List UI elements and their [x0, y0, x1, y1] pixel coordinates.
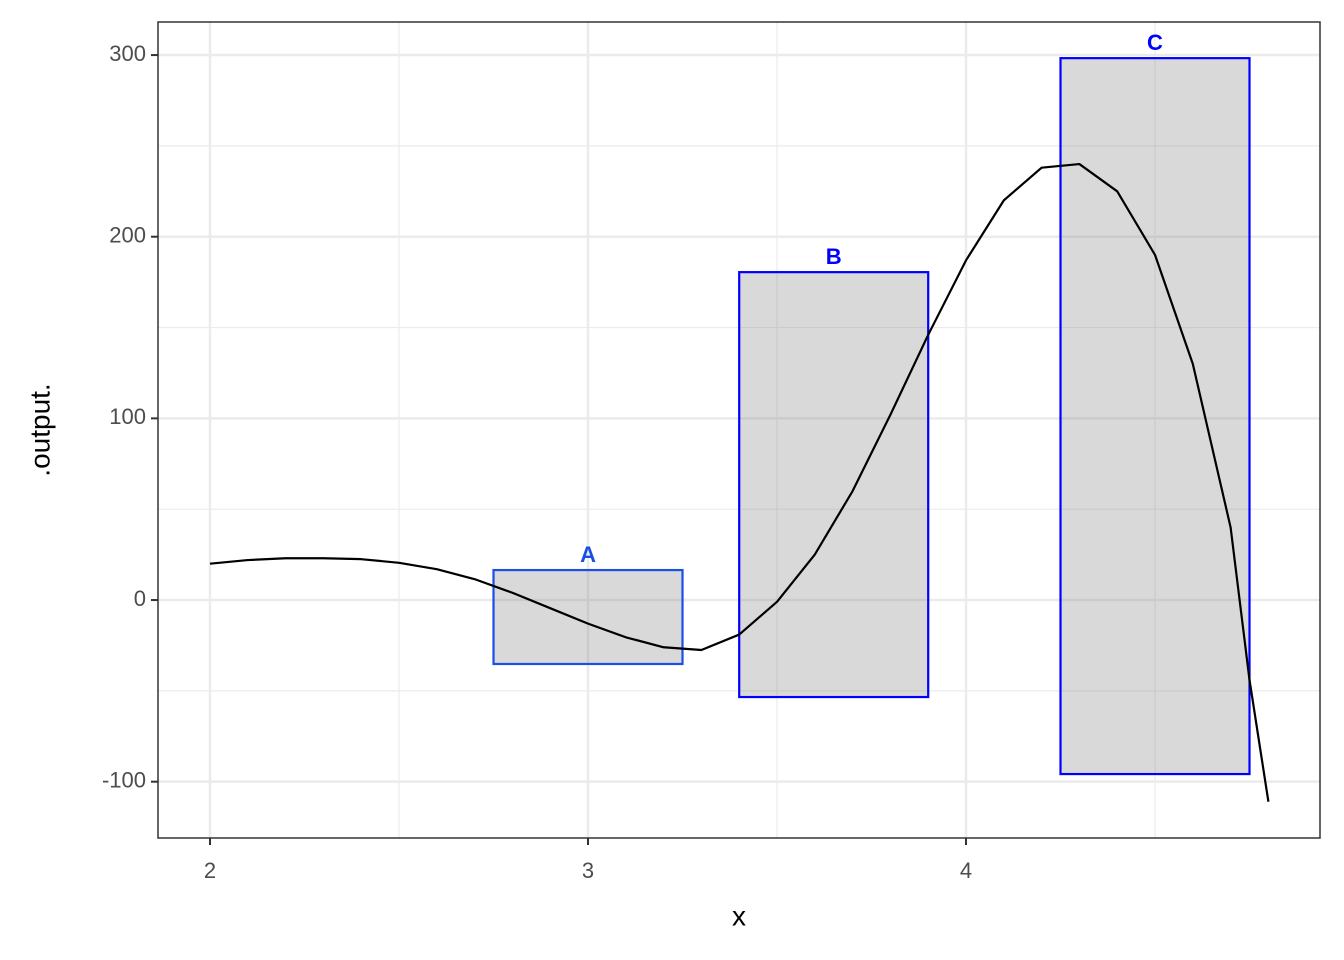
rect-label: C	[1147, 30, 1163, 55]
rect-label: A	[580, 542, 596, 567]
rect-label: B	[826, 244, 842, 269]
y-axis-title: .output.	[24, 383, 55, 476]
y-tick-label: 300	[109, 41, 146, 66]
y-tick-label: 0	[134, 586, 146, 611]
y-tick-label: -100	[102, 767, 146, 792]
highlight-rect	[1059, 57, 1251, 776]
x-axis-title: x	[732, 900, 746, 931]
x-tick-label: 2	[204, 858, 216, 883]
x-tick-label: 3	[582, 858, 594, 883]
highlight-rect	[492, 568, 684, 666]
highlight-rect	[738, 271, 930, 699]
y-tick-label: 200	[109, 223, 146, 248]
curve	[209, 162, 1270, 802]
y-tick-label: 100	[109, 404, 146, 429]
panel-border	[157, 21, 1321, 839]
x-tick-label: 4	[960, 858, 972, 883]
